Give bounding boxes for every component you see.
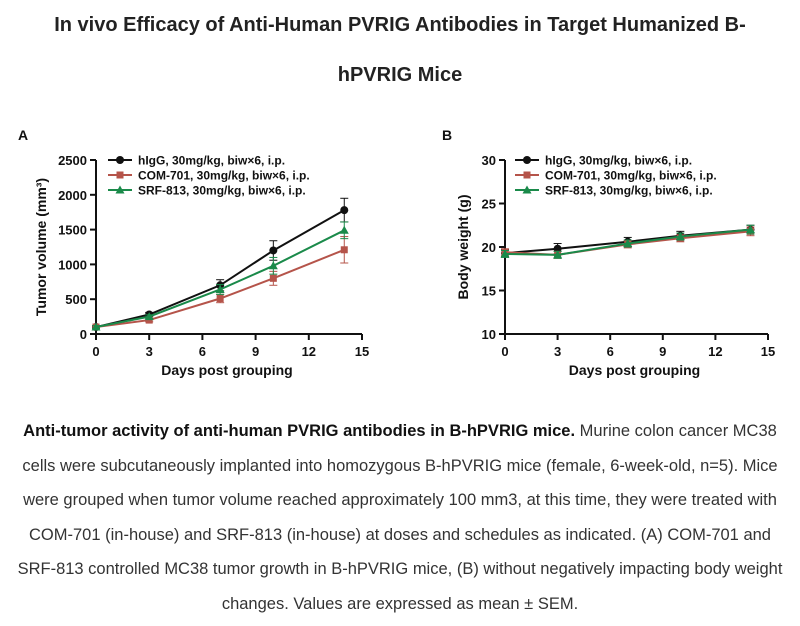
panel-b-letter: B xyxy=(442,127,452,143)
panel-a-legend-label: hIgG, 30mg/kg, biw×6, i.p. xyxy=(138,154,285,168)
panel-a-legend-label: SRF-813, 30mg/kg, biw×6, i.p. xyxy=(138,184,306,198)
panel-a-series-line xyxy=(95,209,345,329)
panel-b-legend-marker xyxy=(523,156,531,164)
panel-a-y-tick-label: 500 xyxy=(65,292,87,307)
panel-b-x-tick-label: 15 xyxy=(761,344,775,359)
panel-b-legend-label: hIgG, 30mg/kg, biw×6, i.p. xyxy=(545,154,692,168)
panel-b-data-point xyxy=(553,244,562,253)
page-title-continued: hPVRIG Mice xyxy=(337,64,463,86)
charts-figure: A 0 3 6 9 12 15 0 500 1000 1500 2000 2500 Days post g… xyxy=(18,127,775,378)
panel-b-legend-label: SRF-813, 30mg/kg, biw×6, i.p. xyxy=(545,184,713,198)
panel-b-y-tick-label: 10 xyxy=(482,327,496,342)
panel-b-y-tick-label: 30 xyxy=(482,153,496,168)
panel-a-legend-marker xyxy=(115,185,125,194)
caption-body: Murine colon cancer MC38 cells were subc… xyxy=(17,422,783,613)
panel-a-y-tick-label: 2000 xyxy=(58,188,87,203)
panel-b-x-axis-label: Days post grouping xyxy=(569,362,700,378)
panel-a-data-point xyxy=(269,246,278,255)
panel-a-data-point xyxy=(216,295,224,303)
panel-a-y-axis-label: Tumor volume (mm³) xyxy=(33,178,49,316)
panel-a-x-tick-label: 6 xyxy=(199,344,206,359)
panel-a-x-tick-label: 0 xyxy=(92,344,99,359)
panel-a-data-point xyxy=(340,246,348,254)
panel-a-data-point xyxy=(339,225,349,234)
panel-b-legend-label: COM-701, 30mg/kg, biw×6, i.p. xyxy=(545,169,717,183)
panel-a-data-point xyxy=(91,322,101,331)
panel-b-legend-marker xyxy=(523,171,531,179)
panel-b-data-point xyxy=(745,225,755,234)
panel-b-data-point xyxy=(623,239,633,248)
panel-a-x-tick-label: 12 xyxy=(302,344,316,359)
figure-caption: Anti-tumor activity of anti-human PVRIG … xyxy=(14,414,786,621)
panel-b-y-tick-label: 20 xyxy=(482,240,496,255)
panel-a-x-tick-label: 3 xyxy=(146,344,153,359)
panel-b-x-tick-label: 12 xyxy=(708,344,722,359)
panel-b-x-tick-label: 9 xyxy=(659,344,666,359)
panel-a-x-tick-label: 9 xyxy=(252,344,259,359)
panel-b-y-axis-label: Body weight (g) xyxy=(455,195,471,300)
panel-a-legend-marker xyxy=(116,171,124,179)
panel-a-legend-marker xyxy=(116,156,124,164)
panel-b-y-tick-label: 15 xyxy=(482,284,496,299)
panel-b-x-tick-label: 6 xyxy=(607,344,614,359)
panel-a-y-tick-label: 1000 xyxy=(58,257,87,272)
panel-b-x-tick-label: 0 xyxy=(501,344,508,359)
panel-a-series-line xyxy=(95,229,345,329)
panel-b-x-tick-label: 3 xyxy=(554,344,561,359)
panel-a-data-point xyxy=(268,261,278,270)
panel-a-data-point xyxy=(144,312,154,321)
panel-a-data-point xyxy=(340,206,349,215)
caption-bold-lead: Anti-tumor activity of anti-human PVRIG … xyxy=(23,422,576,440)
panel-a-y-tick-label: 1500 xyxy=(58,223,87,238)
panel-b-data-point xyxy=(553,250,563,259)
panel-a-legend-label: COM-701, 30mg/kg, biw×6, i.p. xyxy=(138,169,310,183)
panel-b-data-point xyxy=(675,232,685,241)
panel-a-x-tick-label: 15 xyxy=(355,344,369,359)
panel-b-data-point xyxy=(500,249,510,258)
panel-a-data-point xyxy=(215,284,225,293)
panel-a-y-tick-label: 0 xyxy=(80,327,87,342)
panel-a-x-axis-label: Days post grouping xyxy=(161,362,292,378)
panel-b-y-tick-label: 25 xyxy=(482,197,496,212)
panel-b-legend-marker xyxy=(522,185,532,194)
panel-a-data-point xyxy=(269,274,277,282)
panel-a-y-tick-label: 2500 xyxy=(58,153,87,168)
panel-a-letter: A xyxy=(18,127,28,143)
page-title: In vivo Efficacy of Anti-Human PVRIG Ant… xyxy=(54,14,746,36)
